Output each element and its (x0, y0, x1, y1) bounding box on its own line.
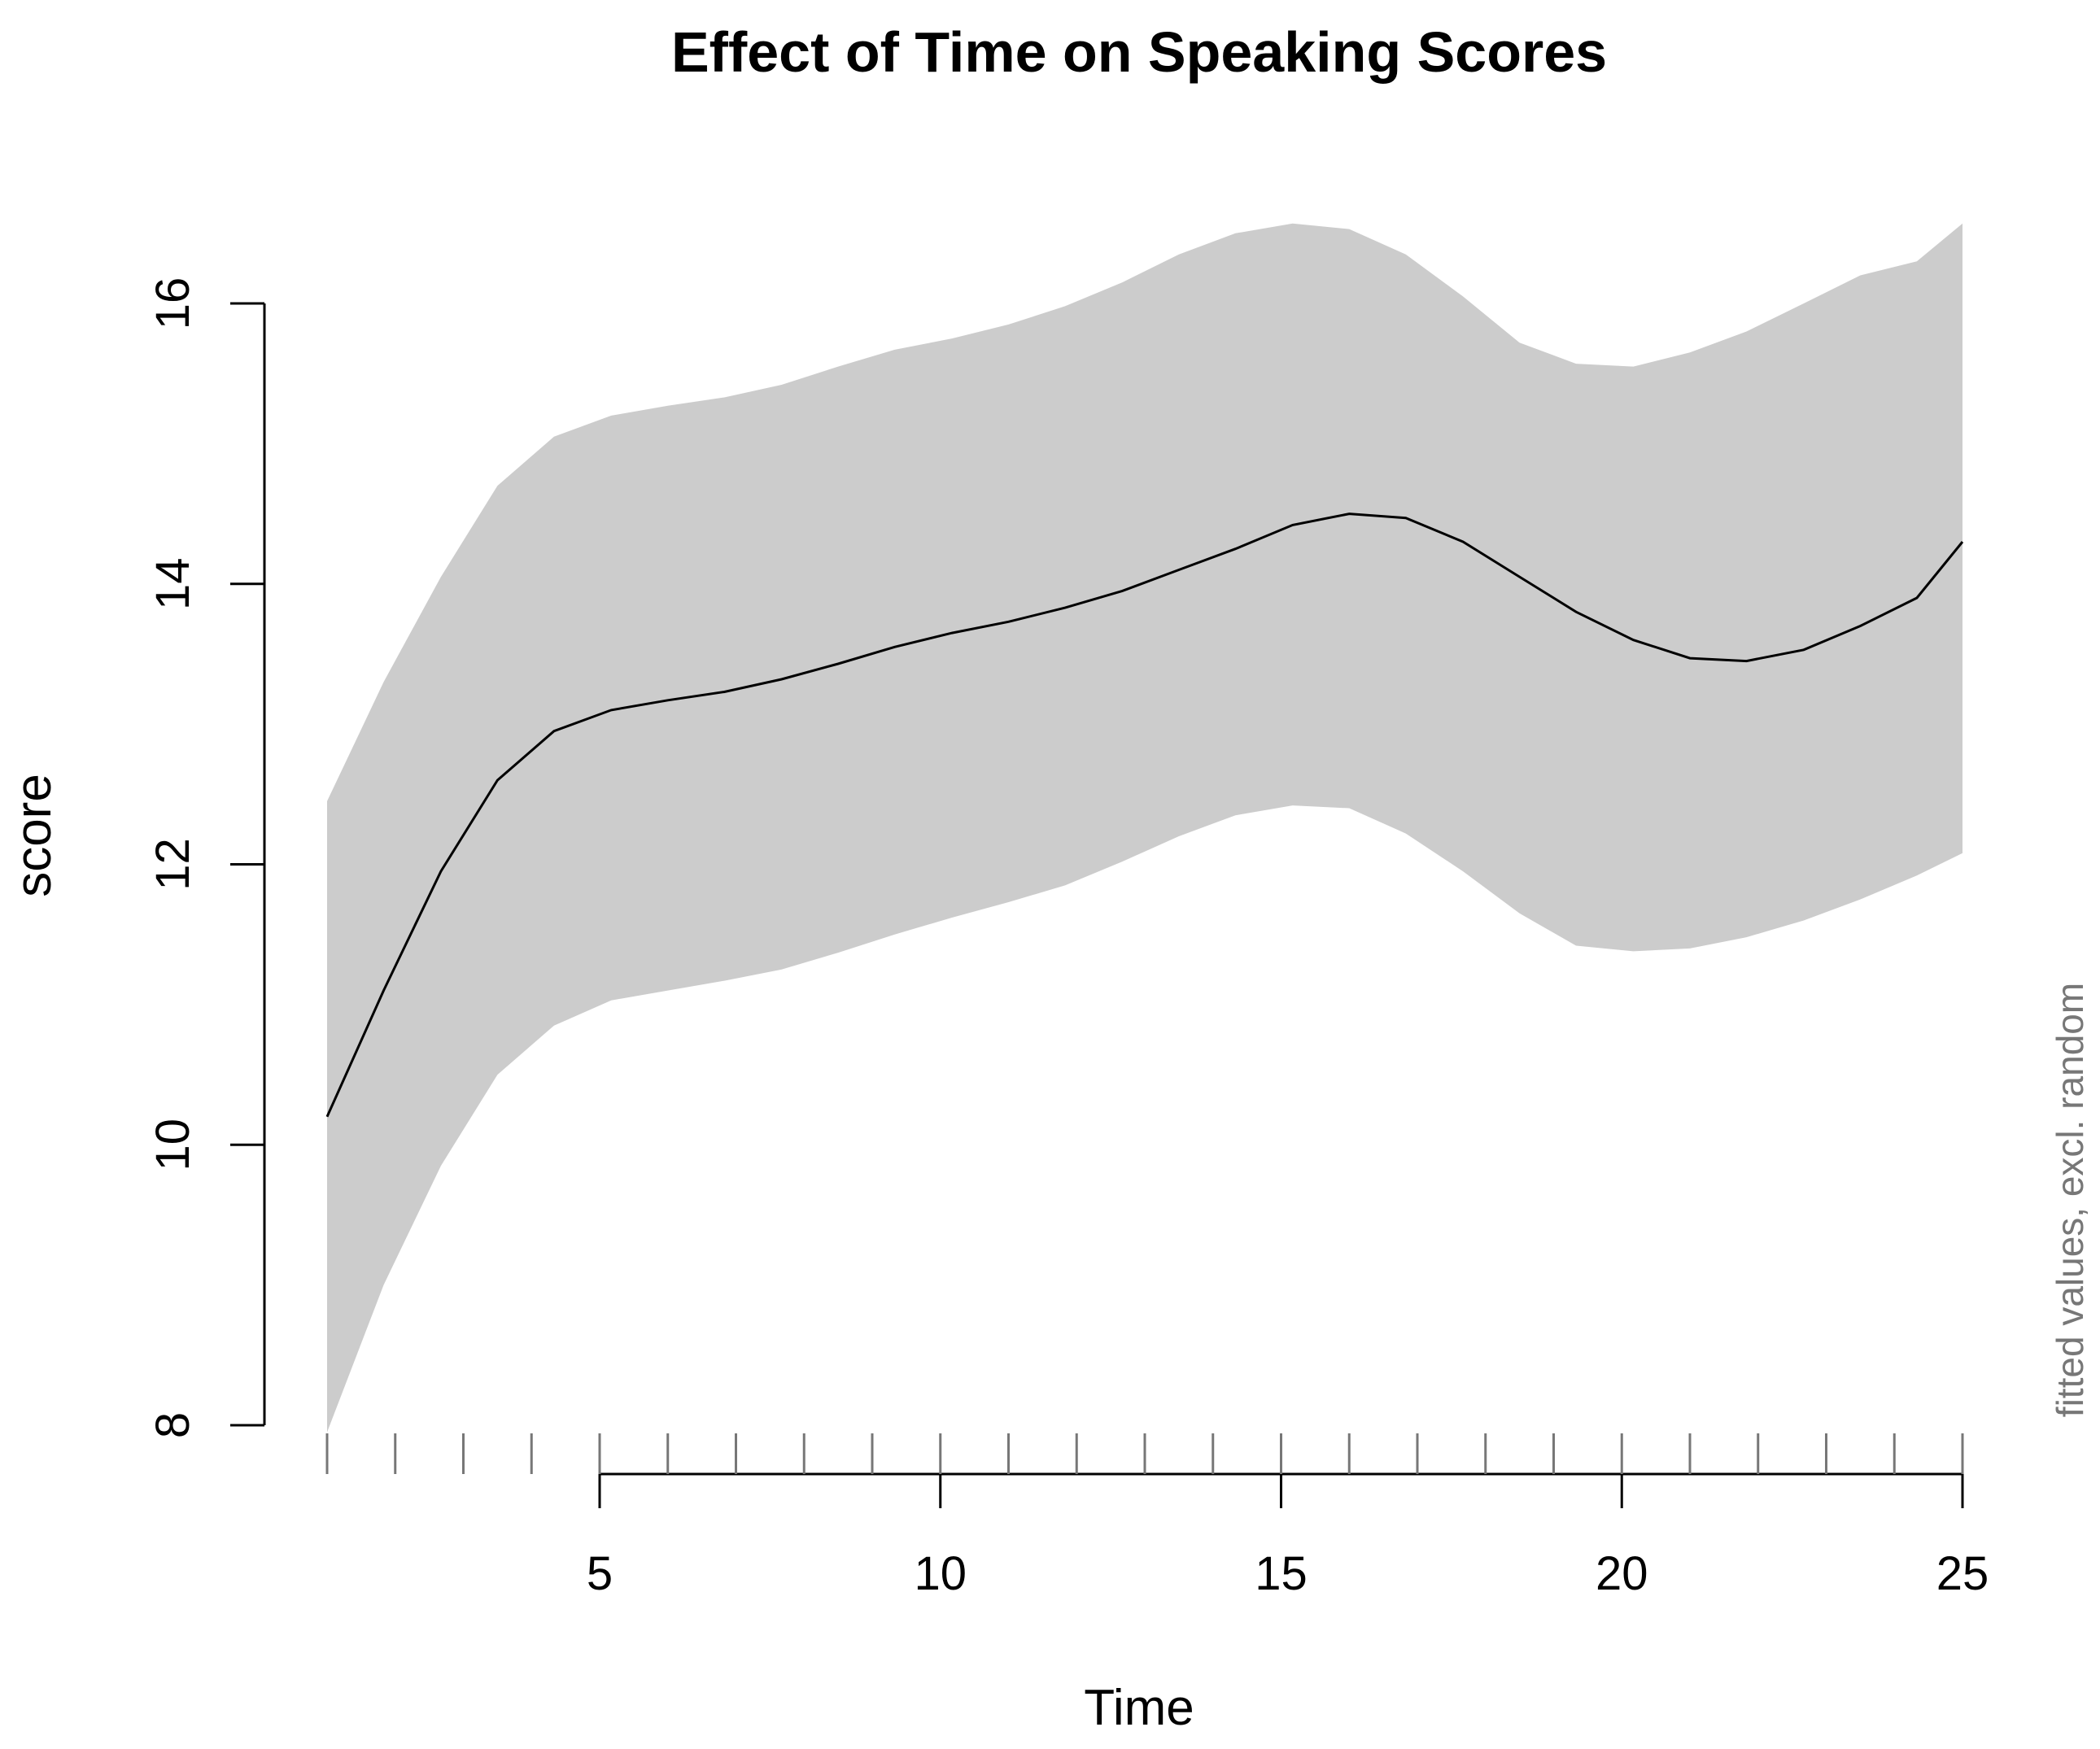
y-tick-label: 14 (146, 558, 199, 611)
x-axis: 5 10 15 20 25 (587, 1472, 1989, 1600)
confidence-band-layer (327, 223, 1962, 1433)
side-note-label: fitted values, excl. random (2049, 983, 2091, 1417)
fit-line (325, 512, 1964, 1118)
chart-title: Effect of Time on Speaking Scores (671, 20, 1607, 84)
fit-line-layer (325, 512, 1964, 1118)
y-tick-label: 12 (146, 838, 199, 891)
x-tick-label: 20 (1596, 1547, 1648, 1600)
x-tick-label: 5 (587, 1547, 613, 1600)
y-tick-label: 16 (146, 277, 199, 330)
y-axis: 8 10 12 14 16 (146, 277, 266, 1438)
y-axis-label: score (6, 774, 62, 897)
x-tick-label: 10 (914, 1547, 967, 1600)
x-rug (325, 1433, 1964, 1474)
x-axis-label: Time (1084, 1680, 1194, 1736)
confidence-band (327, 223, 1962, 1433)
y-tick-label: 8 (146, 1412, 199, 1438)
x-tick-label: 25 (1936, 1547, 1989, 1600)
x-tick-label: 15 (1255, 1547, 1308, 1600)
y-tick-label: 10 (146, 1119, 199, 1171)
